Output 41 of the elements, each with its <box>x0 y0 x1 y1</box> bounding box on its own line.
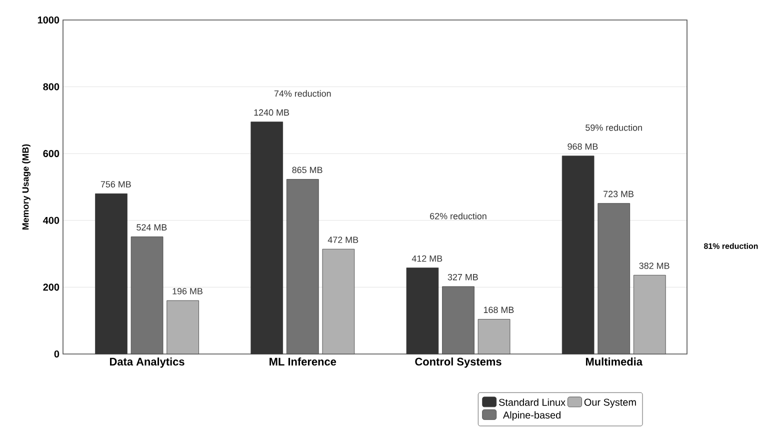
annotation: 524 MB <box>136 224 167 231</box>
bar <box>250 122 284 354</box>
bar <box>634 274 666 354</box>
annotation: 196 MB <box>172 288 202 294</box>
bar <box>442 286 474 354</box>
annotation: 168 MB <box>484 306 514 314</box>
annotation: 968 MB <box>568 143 598 150</box>
y-tick-label: 400 <box>43 216 60 224</box>
y-tick-label: 600 <box>43 150 60 158</box>
y-tick-label: 1000 <box>38 16 60 24</box>
annotation: 865 MB <box>292 166 322 174</box>
x-tick-label: Data Analytics <box>110 358 184 368</box>
legend-label: Standard Linux <box>498 398 566 406</box>
y-axis-title: Memory Usage (MB) <box>22 144 30 230</box>
annotation: 472 MB <box>328 236 358 243</box>
annotation: 327 MB <box>448 274 478 280</box>
bar <box>130 236 164 354</box>
x-tick-label: Control Systems <box>415 358 502 368</box>
legend-label: Alpine-based <box>502 411 560 421</box>
bar <box>598 203 630 354</box>
bar <box>562 156 594 354</box>
annotation: 62% reduction <box>430 212 486 220</box>
bar <box>322 248 355 354</box>
x-tick-label: ML Inference <box>270 358 336 366</box>
y-tick-label: 800 <box>43 83 60 90</box>
annotation: 756 MB <box>100 181 131 188</box>
y-tick-label: 200 <box>43 284 60 291</box>
annotation: 412 MB <box>412 255 442 262</box>
annotation: 1240 MB <box>254 109 289 116</box>
legend-label: Our System <box>584 398 636 408</box>
annotation: 74% reduction <box>274 90 331 97</box>
annotation: 723 MB <box>604 190 634 198</box>
bar <box>478 319 510 354</box>
bar <box>406 268 439 354</box>
annotation: 382 MB <box>639 262 670 269</box>
y-tick-label: 0 <box>54 350 60 358</box>
bar <box>95 193 128 354</box>
annotation: 59% reduction <box>586 124 642 131</box>
bar <box>286 179 319 354</box>
bar <box>166 300 199 354</box>
x-tick-label: Multimedia <box>586 358 643 366</box>
